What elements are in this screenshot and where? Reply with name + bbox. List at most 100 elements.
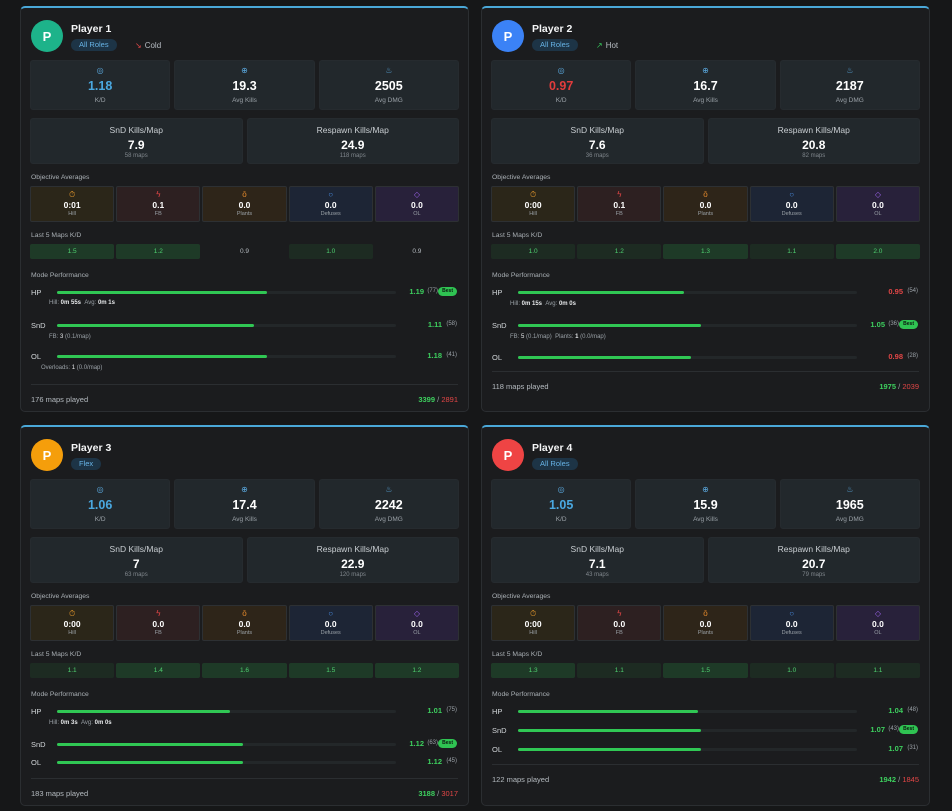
respawn-kpm-title: Respawn Kills/Map (777, 544, 850, 554)
shield-icon: ○ (328, 190, 334, 199)
obj-fb: ϟ 0.0 FB (116, 605, 201, 641)
respawn-kpm-maps: 82 maps (802, 153, 826, 159)
mode-performance-title: Mode Performance (492, 272, 550, 279)
avg-kills-stat: ⊕ 17.4 Avg Kills (174, 479, 315, 529)
avg-dmg-value: 1965 (835, 498, 864, 512)
mode-bar (518, 324, 857, 327)
avatar: P (492, 20, 524, 52)
win-loss: 1975 / 2039 (879, 382, 919, 391)
stopwatch-icon: ⏱ (68, 609, 76, 618)
mode-kd: 1.07 (888, 744, 903, 753)
last5-map: 0.9 (412, 248, 422, 255)
stopwatch-icon: ⏱ (529, 609, 537, 618)
avg-dmg-label: Avg DMG (835, 516, 864, 523)
snd-kpm: SnD Kills/Map 7.6 36 maps (491, 118, 704, 164)
last5-map: 2.0 (835, 244, 921, 259)
crosshair-icon: ⊕ (241, 66, 248, 75)
crosshair-icon: ⊕ (241, 485, 248, 494)
respawn-kpm-title: Respawn Kills/Map (316, 125, 389, 135)
mode-name: HP (31, 288, 42, 297)
last5-map: 1.1 (749, 244, 834, 259)
mode-bar-fill (57, 291, 268, 294)
avg-dmg-stat: ♨ 2242 Avg DMG (318, 479, 459, 529)
card-footer: 183 maps played 3188 / 3017 (31, 778, 458, 806)
bomb-icon: ō (703, 190, 708, 199)
maps-played: 122 maps played (492, 775, 550, 784)
snd-detail: FB: 3 (0.1/map) (49, 334, 91, 340)
respawn-kpm-maps: 120 maps (339, 572, 366, 578)
form-label: Hot (605, 41, 619, 50)
kills-per-map: SnD Kills/Map 7 63 maps Respawn Kills/Map 2… (30, 537, 459, 583)
last5-map: 1.2 (116, 244, 201, 259)
player-name: Player 1 (71, 23, 112, 35)
stopwatch-icon: ⏱ (68, 190, 76, 199)
mode-count: (36) (888, 321, 899, 327)
avg-kills-label: Avg Kills (693, 516, 718, 523)
mode-bar (57, 324, 396, 327)
target-icon: ◎ (96, 485, 104, 494)
form-indicator: ↗ Hot (596, 40, 618, 51)
wins: 1942 (879, 775, 897, 784)
mode-count: (58) (446, 321, 457, 327)
avg-kills-stat: ⊕ 16.7 Avg Kills (635, 60, 776, 110)
snd-kpm-value: 7.1 (588, 557, 606, 571)
last5-kd: 1.3 1.1 1.5 1.0 1.1 (491, 663, 921, 678)
mode-bar-fill (57, 710, 230, 713)
wins: 1975 (879, 382, 897, 391)
obj-plants: ō 0.0 Plants (663, 605, 748, 641)
snd-kpm-title: SnD Kills/Map (109, 125, 163, 135)
last5-map: 1.2 (577, 244, 662, 259)
diamond-icon: ◇ (413, 609, 420, 618)
avg-kills-stat: ⊕ 15.9 Avg Kills (635, 479, 776, 529)
obj-value: 0:00 (524, 619, 542, 629)
mode-performance-title: Mode Performance (31, 691, 89, 698)
obj-fb: ϟ 0.0 FB (577, 605, 662, 641)
mode-bar (57, 291, 396, 294)
mode-count: (41) (446, 352, 457, 358)
mode-count: (31) (907, 745, 918, 751)
obj-value: 0.1 (613, 200, 626, 210)
last5-map: 1.5 (30, 244, 115, 259)
mode-row-snd: SnD 1.11 (58) (31, 319, 458, 333)
mode-bar-fill (518, 291, 685, 294)
mode-bar-fill (518, 748, 702, 751)
mode-row-ol: OL 0.98 (28) (492, 351, 919, 365)
obj-value: 0.0 (324, 619, 337, 629)
objective-averages-title: Objective Averages (492, 593, 551, 600)
trend-up-icon: ↗ (596, 41, 603, 50)
last5-title: Last 5 Maps K/D (492, 232, 543, 239)
mode-bar (518, 748, 857, 751)
last5-map: 1.5 (288, 663, 373, 678)
obj-defuses: ○ 0.0 Defuses (749, 605, 834, 641)
player-card: P Player 2 All Roles ↗ Hot ◎ 0.97 K/D ⊕ 16.7… (481, 6, 930, 412)
mode-kd: 1.12 (427, 757, 442, 766)
mode-bar (57, 743, 396, 746)
mode-name: SnD (31, 740, 46, 749)
snd-kpm-value: 7.9 (127, 138, 145, 152)
trend-down-icon: ↘ (135, 41, 142, 50)
player-header: P Player 4 All Roles (492, 439, 919, 473)
mode-bar (57, 761, 396, 764)
last5-title: Last 5 Maps K/D (31, 651, 82, 658)
obj-hill: ⏱ 0:00 Hill (491, 186, 576, 222)
mode-kd: 0.95 (888, 287, 903, 296)
best-badge: Best (438, 739, 457, 748)
mode-row-snd: SnD 1.07 (43) Best (492, 724, 919, 738)
last5-title: Last 5 Maps K/D (492, 651, 543, 658)
obj-fb: ϟ 0.1 FB (577, 186, 662, 222)
kd-stat: ◎ 1.06 K/D (30, 479, 171, 529)
obj-value: 0.0 (411, 619, 423, 629)
objective-averages: ⏱ 0:00 Hill ϟ 0.0 FB ō 0.0 Plants ○ 0.0 Defuses … (491, 605, 921, 641)
obj-value: 0.0 (785, 619, 798, 629)
avg-kills-value: 17.4 (232, 498, 257, 512)
mode-row-ol: OL 1.18 (41) (31, 350, 458, 364)
crosshair-icon: ⊕ (702, 66, 709, 75)
mode-name: OL (31, 352, 42, 361)
shield-icon: ○ (328, 609, 334, 618)
objective-averages: ⏱ 0:00 Hill ϟ 0.0 FB ō 0.0 Plants ○ 0.0 Defuses … (30, 605, 460, 641)
kd-label: K/D (94, 97, 106, 104)
obj-value: 0.0 (872, 200, 884, 210)
snd-kpm-title: SnD Kills/Map (109, 544, 163, 554)
kd-value: 0.97 (548, 79, 574, 93)
respawn-kpm-maps: 79 maps (802, 572, 826, 578)
